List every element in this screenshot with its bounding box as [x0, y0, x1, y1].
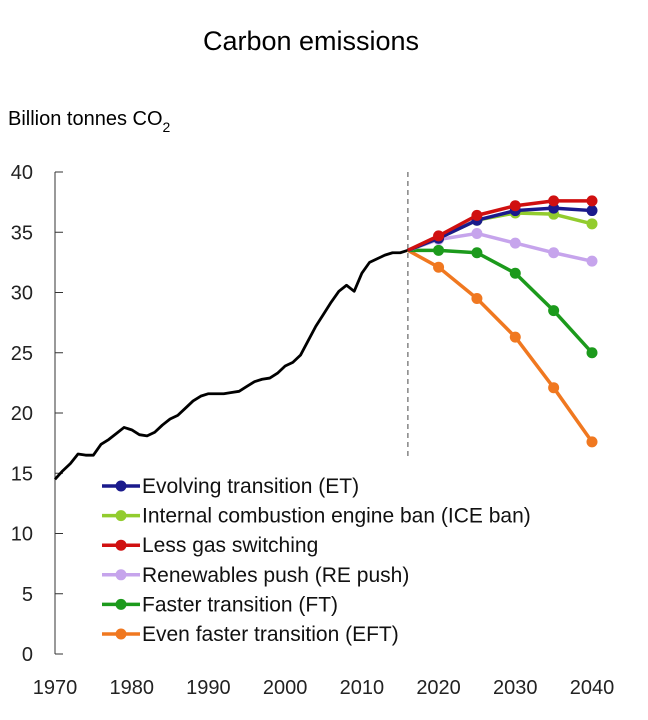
series-point	[471, 247, 483, 259]
legend-swatch-marker	[115, 569, 127, 581]
series-point	[548, 305, 560, 317]
legend-swatch-marker	[115, 598, 127, 610]
series-line	[407, 248, 594, 443]
legend-swatch-marker	[115, 510, 127, 522]
y-axis-ticks: 0 5 10 15 20 25 30 35 40	[11, 162, 63, 666]
series-point	[433, 230, 445, 242]
legend-item: Even faster transition (EFT)	[102, 623, 399, 646]
x-tick-label: 2040	[570, 677, 615, 699]
x-tick-label: 2000	[263, 677, 308, 699]
series-point	[586, 347, 598, 359]
y-tick-label: 30	[11, 283, 33, 305]
series-point	[548, 247, 560, 259]
chart-title: Carbon emissions	[203, 26, 419, 56]
series-4	[407, 244, 598, 359]
series-point	[509, 331, 521, 343]
y-axis-label: Billion tonnes CO2	[8, 108, 171, 135]
series-line	[407, 199, 592, 252]
series-point	[509, 237, 521, 249]
series-point	[548, 195, 560, 207]
series-point	[586, 218, 598, 230]
y-tick-label: 25	[11, 343, 33, 365]
legend-item: Faster transition (FT)	[102, 593, 338, 616]
x-tick-label: 2010	[340, 677, 385, 699]
series-point	[509, 267, 521, 279]
legend-swatch-marker	[115, 539, 127, 551]
y-axis-label-text: Billion tonnes CO	[8, 108, 163, 130]
y-tick-label: 10	[11, 524, 33, 546]
series-5	[407, 248, 598, 448]
legend-swatch-marker	[115, 480, 127, 492]
legend-label: Less gas switching	[142, 534, 318, 557]
series-point	[433, 261, 445, 273]
historical-emissions-line	[53, 248, 409, 481]
series-point	[471, 227, 483, 239]
x-tick-label: 2030	[493, 677, 538, 699]
legend-item: Renewables push (RE push)	[102, 564, 409, 587]
y-tick-label: 35	[11, 222, 33, 244]
x-tick-label: 1980	[109, 677, 154, 699]
legend-label: Even faster transition (EFT)	[142, 623, 399, 646]
legend-item: Less gas switching	[102, 534, 318, 557]
legend-label: Renewables push (RE push)	[142, 564, 409, 587]
y-tick-label: 5	[22, 584, 33, 606]
legend-label: Faster transition (FT)	[142, 593, 338, 616]
legend: Evolving transition (ET) Internal combust…	[102, 475, 531, 646]
y-tick-label: 0	[22, 644, 33, 666]
series-point	[471, 293, 483, 305]
legend-item: Evolving transition (ET)	[102, 475, 359, 498]
series-point	[509, 200, 521, 212]
series-point	[471, 209, 483, 221]
x-tick-label: 2020	[416, 677, 461, 699]
series-point	[586, 255, 598, 267]
y-tick-label: 15	[11, 463, 33, 485]
y-axis-label-subscript: 2	[163, 119, 171, 135]
series-point	[586, 436, 598, 448]
y-tick-label: 20	[11, 403, 33, 425]
x-axis-ticks: 1970 1980 1990 2000 2010 2020 2030 2040	[33, 677, 615, 699]
legend-label: Evolving transition (ET)	[142, 475, 359, 498]
series-lines	[53, 195, 598, 481]
x-tick-label: 1990	[186, 677, 231, 699]
x-tick-label: 1970	[33, 677, 78, 699]
legend-swatch-marker	[115, 628, 127, 640]
series-2	[407, 195, 598, 252]
series-point	[586, 205, 598, 217]
y-tick-label: 40	[11, 162, 33, 184]
legend-label: Internal combustion engine ban (ICE ban)	[142, 505, 531, 528]
series-point	[586, 195, 598, 207]
legend-item: Internal combustion engine ban (ICE ban)	[102, 505, 531, 528]
series-point	[548, 382, 560, 394]
series-point	[433, 244, 445, 256]
